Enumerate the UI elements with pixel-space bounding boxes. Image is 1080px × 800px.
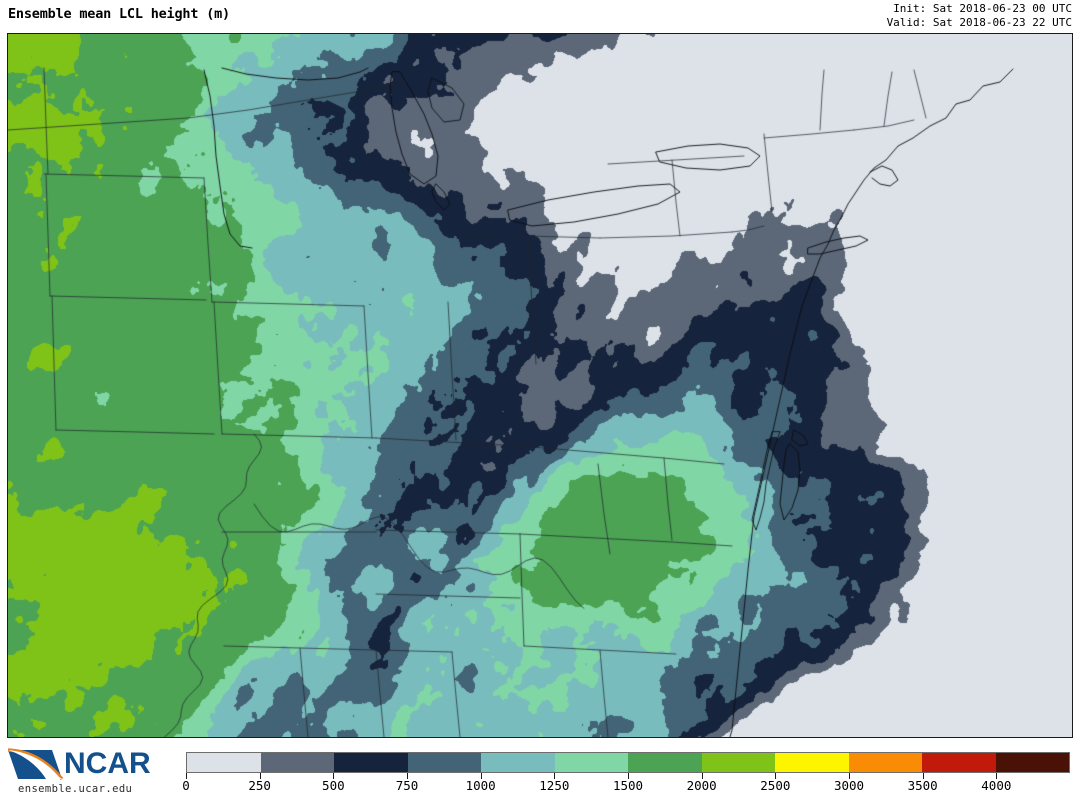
colorbar-tick — [333, 773, 335, 779]
colorbar-tick-label: 750 — [395, 778, 419, 793]
colorbar-tick — [259, 773, 261, 779]
map-panel[interactable] — [7, 33, 1073, 738]
colorbar-tick-label: 3500 — [907, 778, 938, 793]
chart-footer: NCAR ensemble.ucar.edu 0 250 500 750 1000 125… — [0, 738, 1080, 800]
colorbar-tick-label: 500 — [322, 778, 345, 793]
colorbar-ticks — [186, 773, 1070, 779]
forecast-time-block: Init: Sat 2018-06-23 00 UTC Valid: Sat 2… — [887, 2, 1072, 29]
colorbar-tick-label: 3000 — [833, 778, 865, 793]
colorbar[interactable]: 0 250 500 750 1000 1250 1500 2000 2500 3000 3500 40… — [182, 752, 1070, 796]
colorbar-tick — [996, 773, 998, 779]
colorbar-tick-label: 0 — [182, 778, 190, 793]
init-time-label: Init: Sat 2018-06-23 00 UTC — [893, 2, 1072, 15]
page-title: Ensemble mean LCL height (m) — [8, 6, 230, 22]
colorbar-tick-label: 1000 — [465, 778, 496, 793]
colorbar-band — [701, 753, 775, 772]
colorbar-tick — [186, 773, 187, 779]
colorbar-tick — [701, 773, 703, 779]
colorbar-band — [995, 753, 1069, 772]
colorbar-band — [848, 753, 922, 772]
colorbar-bands — [186, 752, 1070, 773]
colorbar-tick-label: 1500 — [612, 778, 644, 793]
colorbar-band — [628, 753, 702, 772]
colorbar-tick-label: 2000 — [686, 778, 717, 793]
colorbar-tick — [407, 773, 408, 779]
colorbar-band — [922, 753, 996, 772]
valid-time-label: Valid: Sat 2018-06-23 22 UTC — [886, 15, 1072, 29]
colorbar-tick — [922, 773, 924, 779]
ncar-wordmark: NCAR — [64, 747, 151, 780]
chart-header: Ensemble mean LCL height (m) Init: Sat 2… — [0, 0, 1080, 33]
colorbar-band — [407, 753, 481, 772]
colorbar-tick-label: 1250 — [539, 778, 570, 793]
colorbar-tick-label: 250 — [248, 778, 271, 793]
ncar-mark-icon — [7, 748, 64, 781]
ncar-url-label: ensemble.ucar.edu — [18, 783, 133, 795]
colorbar-tick-label: 4000 — [981, 778, 1012, 793]
colorbar-tick — [628, 773, 629, 779]
colorbar-band — [187, 753, 261, 772]
lcl-height-heatmap[interactable] — [8, 34, 1072, 737]
colorbar-tick — [775, 773, 777, 779]
colorbar-band — [481, 753, 555, 772]
colorbar-tick-labels: 0 250 500 750 1000 1250 1500 2000 2500 3000 3500 40… — [182, 778, 1070, 796]
colorbar-band — [260, 753, 334, 772]
colorbar-tick-label: 2500 — [760, 778, 791, 793]
colorbar-band — [334, 753, 408, 772]
colorbar-band — [554, 753, 628, 772]
ncar-logo[interactable]: NCAR ensemble.ucar.edu — [6, 746, 171, 796]
colorbar-tick — [480, 773, 482, 779]
colorbar-band — [775, 753, 849, 772]
colorbar-tick — [554, 773, 556, 779]
colorbar-tick — [849, 773, 850, 779]
